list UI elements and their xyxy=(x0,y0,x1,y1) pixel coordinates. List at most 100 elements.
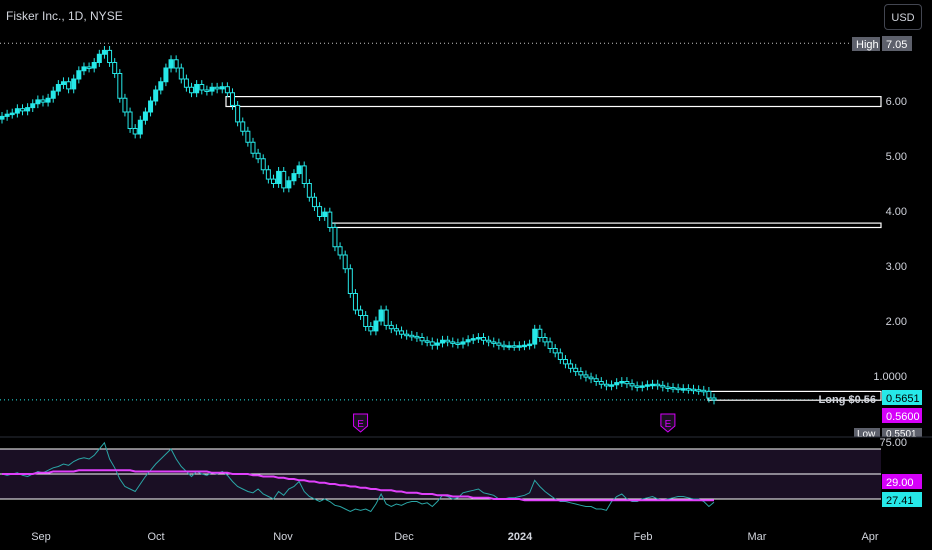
candle-body xyxy=(475,337,481,340)
candle-body xyxy=(470,338,476,341)
candle-body xyxy=(603,383,609,387)
candle-body xyxy=(711,397,717,401)
low-tag-label: Low xyxy=(857,429,876,440)
candle-body xyxy=(537,328,543,338)
candle-body xyxy=(14,108,20,114)
candle-body xyxy=(86,66,92,69)
candle-body xyxy=(173,59,179,69)
candle-body xyxy=(45,97,51,103)
currency-button[interactable]: USD xyxy=(884,4,922,30)
candle-body xyxy=(214,86,220,90)
candle-body xyxy=(158,81,164,91)
candle-body xyxy=(35,99,41,105)
candle-body xyxy=(404,333,410,337)
candle-body xyxy=(706,390,712,399)
candle-body xyxy=(270,178,276,185)
candle-body xyxy=(388,324,394,330)
candle-body xyxy=(101,49,107,55)
candle-body xyxy=(501,344,507,348)
candle-body xyxy=(440,339,446,344)
candle-body xyxy=(9,112,15,116)
candle-body xyxy=(486,339,492,343)
entry-price-badge-bg xyxy=(882,408,922,423)
candle-body xyxy=(60,81,66,85)
candle-body xyxy=(40,99,46,103)
position-label: Long $0.56 xyxy=(819,394,876,406)
candle-body xyxy=(429,341,435,346)
low-tag-bg xyxy=(854,428,880,437)
candle-body xyxy=(419,337,425,342)
candle-body xyxy=(209,86,215,92)
candle-body xyxy=(373,320,379,332)
candle-body xyxy=(240,121,246,132)
candle-body xyxy=(578,371,584,376)
candle-body xyxy=(650,383,656,387)
time-tick-label: Sep xyxy=(31,531,51,543)
candle-body xyxy=(260,158,266,171)
candle-body xyxy=(224,86,230,94)
candle-body xyxy=(491,341,497,344)
high-value-badge-bg xyxy=(882,36,912,51)
candle-body xyxy=(634,385,640,388)
candle-body xyxy=(332,227,338,248)
candle-body xyxy=(117,73,123,99)
rsi-value-badge-bg xyxy=(882,492,922,507)
candle-body xyxy=(644,384,650,387)
high-value-badge: 7.05 xyxy=(886,39,907,51)
candle-body xyxy=(542,337,548,343)
candle-body xyxy=(168,59,174,69)
candle-body xyxy=(685,388,691,391)
candle-body xyxy=(81,66,87,72)
candle-body xyxy=(199,84,205,91)
candle-body xyxy=(655,383,661,387)
time-tick-label: Feb xyxy=(634,531,653,543)
candle-body xyxy=(189,86,195,94)
candle-body xyxy=(55,84,61,92)
candle-body xyxy=(588,376,594,380)
candle-body xyxy=(276,170,282,184)
low-value-badge: 0.5501 xyxy=(886,429,917,440)
time-tick-label: 2024 xyxy=(508,531,533,543)
candle-body xyxy=(30,103,36,109)
candle-body xyxy=(281,170,287,189)
candle-body xyxy=(465,339,471,343)
candle-body xyxy=(480,337,486,341)
candle-body xyxy=(250,141,256,154)
candle-body xyxy=(516,345,522,348)
candle-body xyxy=(137,119,143,135)
candle-body xyxy=(306,183,312,198)
candle-body xyxy=(445,339,451,343)
candle-body xyxy=(511,345,517,348)
candle-body xyxy=(107,49,113,64)
candle-body xyxy=(527,343,533,347)
candle-body xyxy=(414,335,420,339)
candle-body xyxy=(450,341,456,344)
price-tick-label: 5.00 xyxy=(886,151,907,163)
candle-body xyxy=(368,326,374,332)
candle-body xyxy=(219,86,225,90)
candle-body xyxy=(532,328,538,345)
price-tick-label: 3.00 xyxy=(886,261,907,273)
rsi-ma-line xyxy=(2,469,714,502)
candle-body xyxy=(286,180,292,189)
candle-body xyxy=(521,344,527,348)
candle-body xyxy=(670,387,676,390)
candle-body xyxy=(311,196,317,208)
candle-body xyxy=(701,389,707,393)
candle-body xyxy=(358,309,364,316)
candle-body xyxy=(91,62,97,69)
candle-body xyxy=(4,113,10,117)
candle-body xyxy=(76,70,82,80)
rsi-tick-label: 75.00 xyxy=(879,437,907,449)
rsi-value-badge: 27.41 xyxy=(886,495,914,507)
price-tick-label: 1.0000 xyxy=(873,371,907,383)
candle-body xyxy=(434,342,440,346)
time-tick-label: Mar xyxy=(748,531,767,543)
candle-body xyxy=(194,84,200,94)
candle-body xyxy=(598,381,604,385)
earnings-marker xyxy=(353,413,369,433)
candle-body xyxy=(127,111,133,129)
candle-body xyxy=(153,89,159,102)
